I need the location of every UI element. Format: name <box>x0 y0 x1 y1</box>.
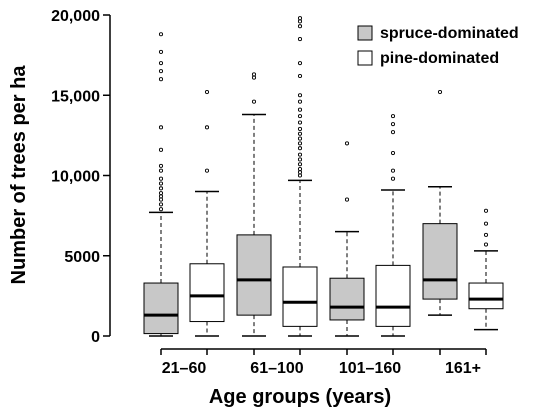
legend-label: pine-dominated <box>380 50 499 67</box>
outlier-point <box>158 207 164 212</box>
x-tick-label: 161+ <box>445 360 481 377</box>
y-axis: 0 5000 10,000 15,000 20,000 <box>51 8 111 346</box>
outlier-point <box>251 72 257 77</box>
outlier-point <box>297 73 303 79</box>
outlier-point <box>158 32 164 37</box>
outlier-point <box>158 168 164 173</box>
outlier-point <box>297 157 303 162</box>
outlier-point <box>158 191 164 196</box>
outlier-point <box>437 89 443 95</box>
outlier-point <box>390 168 396 173</box>
box-spruce-1 <box>143 32 179 337</box>
outlier-point <box>158 163 164 168</box>
plot-area <box>143 16 504 337</box>
outlier-point <box>297 93 303 98</box>
box-iqr <box>468 282 504 310</box>
outlier-point <box>158 176 164 181</box>
outlier-point <box>158 77 164 82</box>
box-iqr <box>329 277 365 321</box>
outlier-point <box>158 202 164 207</box>
outlier-point <box>297 167 303 172</box>
outlier-point <box>297 16 303 21</box>
outlier-point <box>297 19 303 24</box>
outlier-point <box>158 181 164 186</box>
outlier-point <box>390 122 396 127</box>
box-spruce-2 <box>236 72 272 337</box>
outlier-point <box>483 242 489 247</box>
x-axis-title: Age groups (years) <box>209 386 391 408</box>
y-tick-label: 15,000 <box>51 88 100 105</box>
outlier-point <box>483 221 489 226</box>
outlier-point <box>297 173 303 178</box>
outlier-point <box>158 186 164 191</box>
y-axis-title: Number of trees per ha <box>8 65 30 285</box>
outlier-point <box>297 114 303 119</box>
outlier-point <box>390 150 396 156</box>
outlier-point <box>297 37 303 42</box>
box-iqr <box>236 234 272 316</box>
outlier-point <box>158 125 164 130</box>
outlier-point <box>483 208 489 213</box>
outlier-point <box>297 61 303 66</box>
outlier-point <box>158 147 164 152</box>
box-iqr <box>143 282 179 335</box>
outlier-point <box>297 126 303 132</box>
box-spruce-4 <box>422 89 458 316</box>
outlier-point <box>297 99 303 104</box>
outlier-point <box>344 197 350 202</box>
box-pine-1 <box>189 89 225 337</box>
outlier-point <box>297 24 303 29</box>
box-spruce-3 <box>329 141 365 337</box>
legend-swatch <box>357 50 373 66</box>
outlier-point <box>251 75 257 80</box>
outlier-point <box>297 141 303 146</box>
outlier-point <box>204 168 210 173</box>
legend: spruce-dominated pine-dominated <box>357 25 519 67</box>
outlier-point <box>251 99 257 104</box>
x-tick-label: 101–160 <box>339 360 401 377</box>
outlier-point <box>204 89 210 95</box>
outlier-point <box>297 162 303 167</box>
box-iqr <box>189 263 225 323</box>
box-pine-3 <box>375 114 411 337</box>
outlier-point <box>158 69 164 74</box>
outlier-point <box>158 49 164 54</box>
outlier-point <box>158 194 164 199</box>
box-iqr <box>422 223 458 300</box>
outlier-point <box>158 197 164 202</box>
outlier-point <box>390 176 396 181</box>
box-pine-2 <box>282 16 318 337</box>
y-tick-label: 0 <box>91 329 100 346</box>
y-tick-label: 5000 <box>64 249 100 266</box>
outlier-point <box>158 61 164 66</box>
y-tick-label: 10,000 <box>51 169 100 186</box>
y-tick-label: 20,000 <box>51 8 100 25</box>
outlier-point <box>297 136 303 141</box>
outlier-point <box>297 107 303 112</box>
outlier-point <box>204 125 210 130</box>
outlier-point <box>483 232 489 237</box>
x-tick-label: 21–60 <box>162 360 207 377</box>
outlier-point <box>390 114 396 119</box>
box-iqr <box>375 264 411 327</box>
outlier-point <box>390 130 396 135</box>
legend-label: spruce-dominated <box>380 25 519 42</box>
outlier-point <box>297 131 303 136</box>
x-axis: 21–60 61–100 101–160 161+ <box>160 348 487 377</box>
outlier-point <box>344 141 350 146</box>
outlier-point <box>297 152 303 157</box>
outlier-point <box>297 146 303 151</box>
box-iqr <box>282 266 318 327</box>
outlier-point <box>297 120 303 125</box>
outlier-point <box>297 170 303 175</box>
box-pine-4 <box>468 208 504 331</box>
x-tick-label: 61–100 <box>250 360 303 377</box>
legend-swatch <box>357 25 373 41</box>
